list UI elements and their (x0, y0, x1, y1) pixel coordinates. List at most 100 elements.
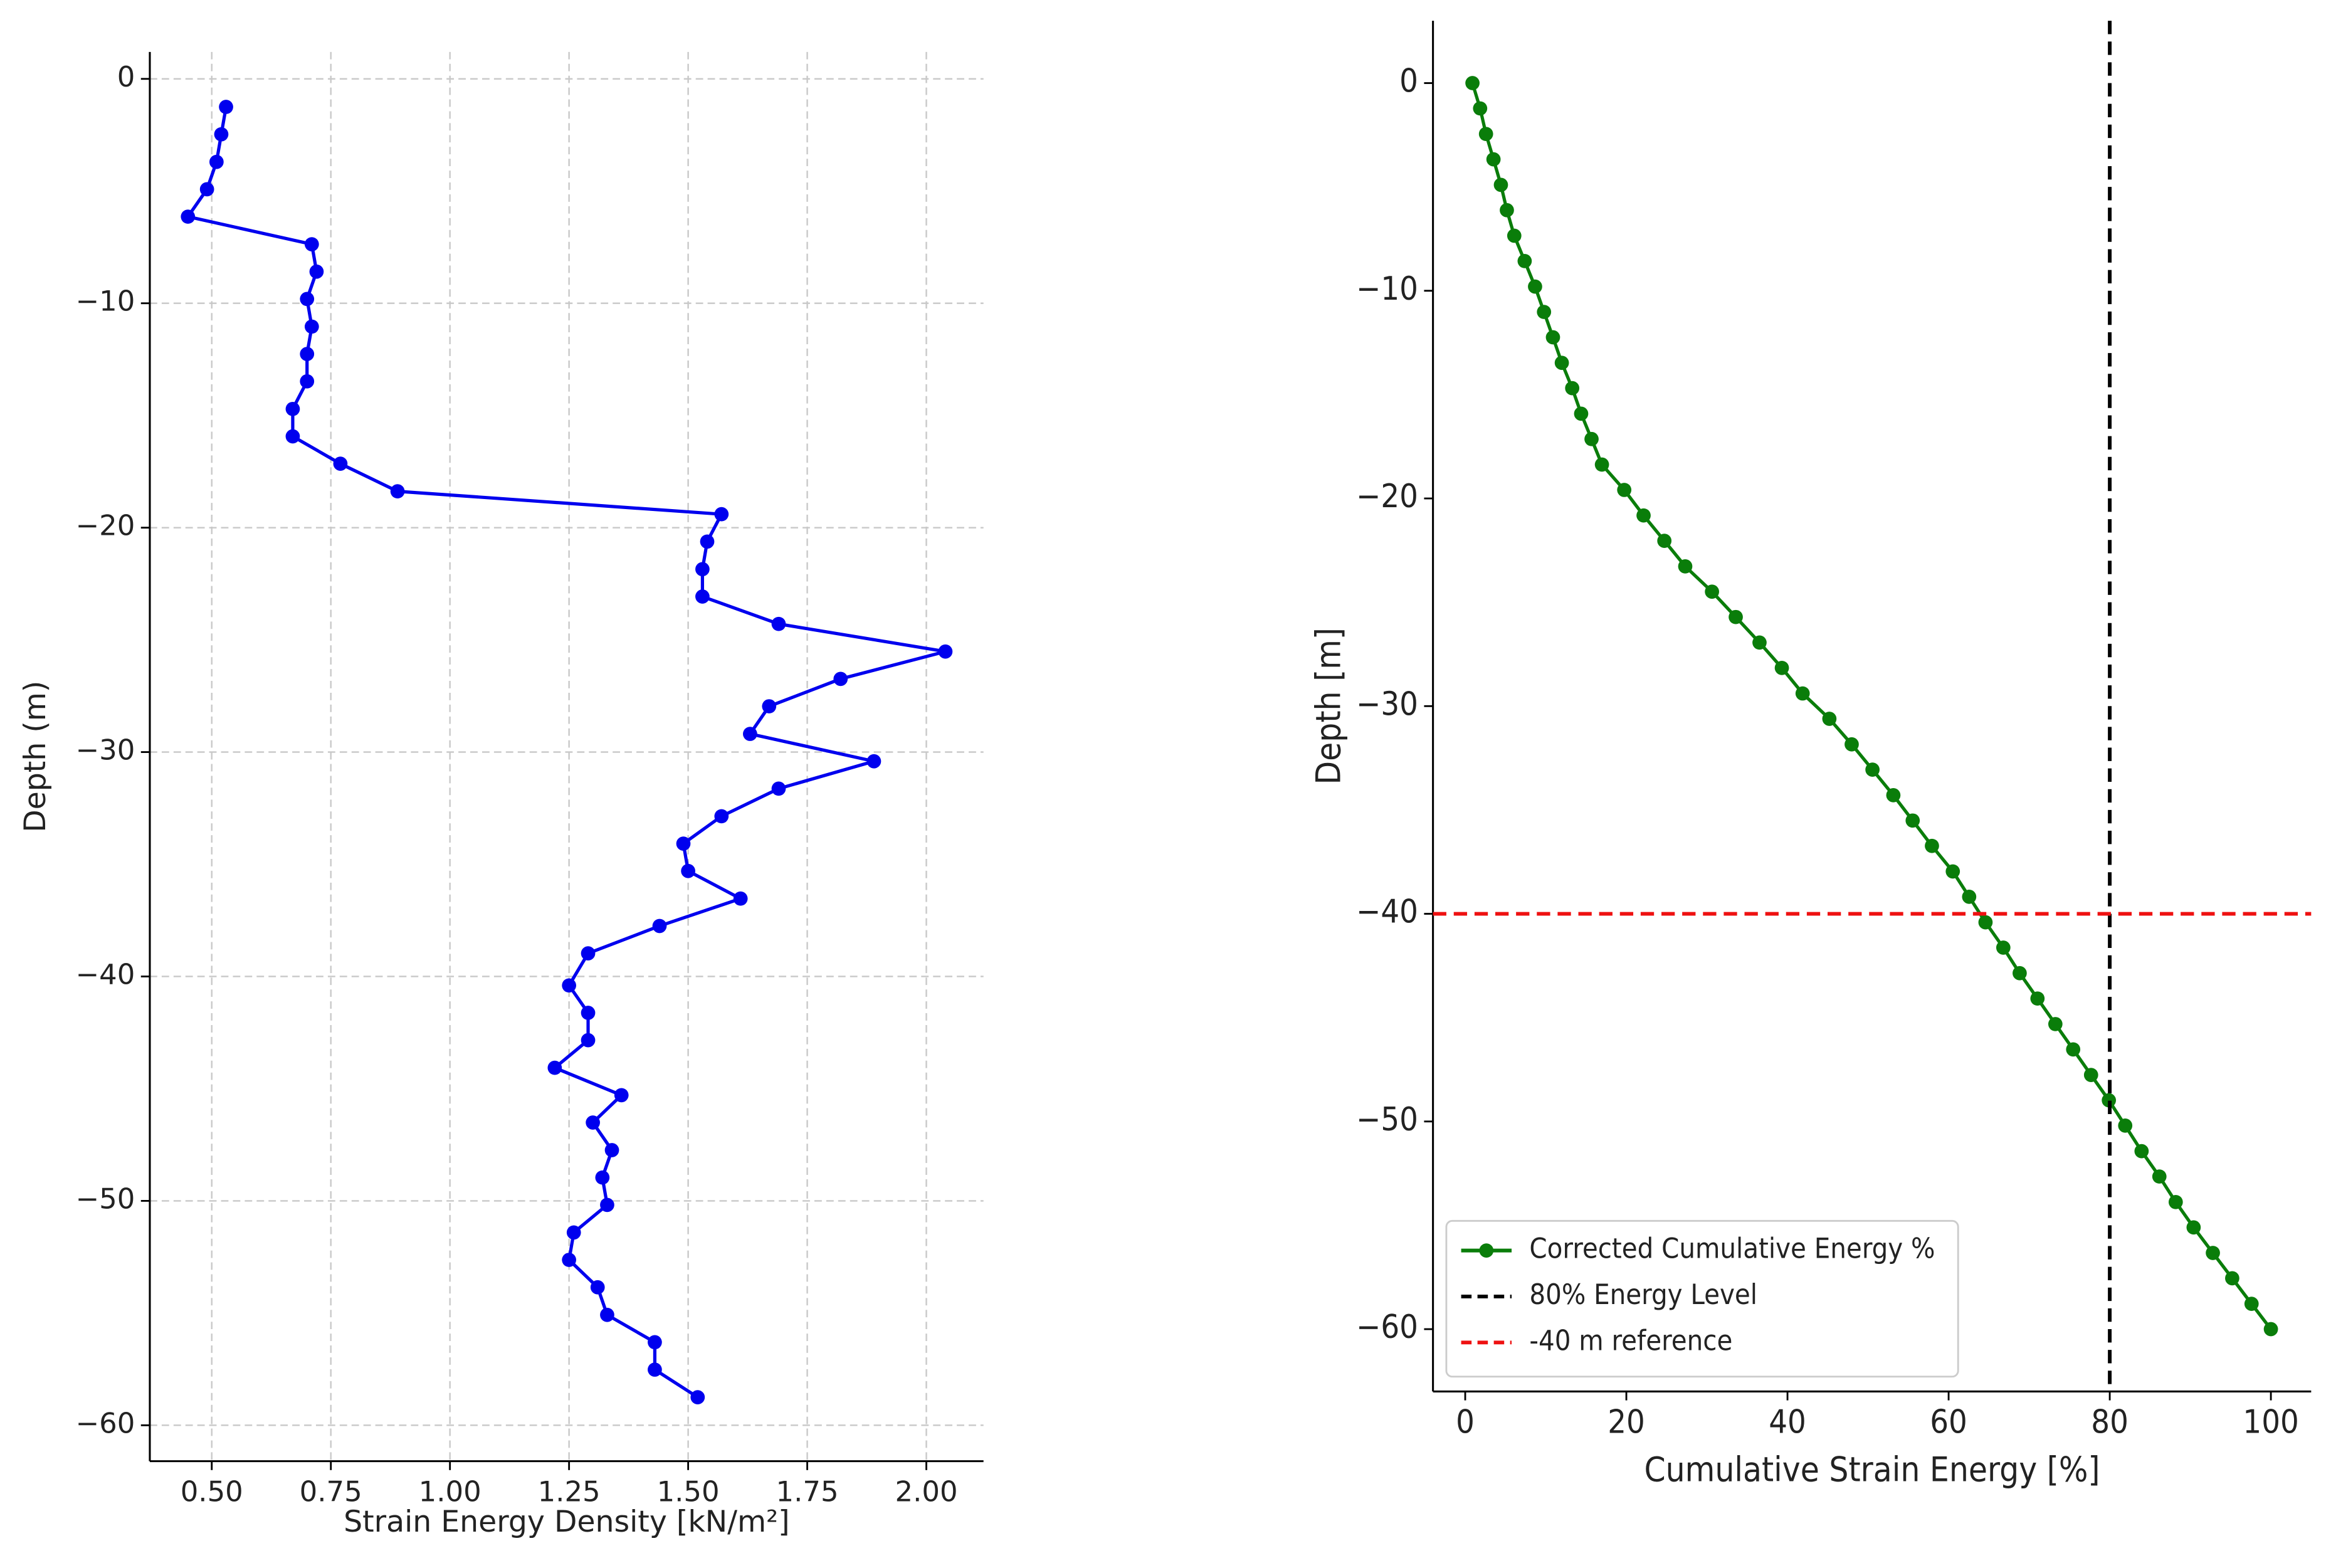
y-tick-label: 0 (1399, 63, 1418, 100)
data-point (733, 891, 748, 906)
data-point (1537, 305, 1552, 319)
data-point (1500, 203, 1514, 218)
data-point (2186, 1220, 2201, 1235)
legend-label: Corrected Cumulative Energy % (1529, 1232, 1935, 1265)
data-point (2206, 1246, 2220, 1260)
x-tick-label: 0.75 (300, 1475, 362, 1508)
legend-marker (1479, 1243, 1494, 1258)
data-point (1752, 635, 1767, 650)
data-point (581, 1033, 596, 1048)
data-point (1493, 177, 1508, 192)
data-point (581, 946, 596, 960)
data-point (2030, 991, 2045, 1006)
data-point (285, 401, 300, 416)
data-point (676, 836, 691, 851)
data-point (219, 100, 233, 114)
data-point (771, 616, 786, 631)
data-point (762, 699, 777, 713)
data-point (1465, 76, 1480, 90)
data-point (390, 484, 405, 499)
x-axis-label: Strain Energy Density [kN/m²] (344, 1505, 790, 1539)
data-point (1473, 101, 1488, 116)
data-point (300, 292, 315, 307)
x-tick-label: 20 (1608, 1403, 1645, 1441)
data-point (833, 671, 848, 687)
y-tick-label: −50 (75, 1182, 135, 1215)
data-point (1905, 813, 1920, 828)
data-point (1774, 660, 1789, 675)
chart: 0.50 0.75 1.00 1.25 1.50 1.75 2.00 0 −10 −20 −30 −4… (18, 51, 984, 1539)
y-tick-label: −60 (75, 1406, 135, 1439)
data-point (209, 154, 224, 169)
data-point (743, 727, 757, 741)
x-tick-label: 1.75 (776, 1475, 839, 1508)
data-point (309, 264, 324, 279)
data-point (938, 644, 953, 659)
data-point (2263, 1322, 2278, 1337)
data-point (2134, 1144, 2149, 1159)
data-point (1517, 254, 1532, 268)
data-point (1574, 406, 1589, 421)
data-point (866, 754, 881, 769)
y-axis-label: Depth (m) (18, 681, 53, 833)
data-point (300, 374, 315, 389)
data-point (714, 507, 729, 522)
data-point (771, 781, 786, 796)
data-point (581, 1006, 596, 1020)
data-point (285, 429, 300, 444)
data-point (1886, 788, 1901, 802)
x-tick-label: 100 (2243, 1403, 2298, 1441)
data-point (695, 589, 710, 604)
data-point (1565, 381, 1580, 396)
chart: 0 20 40 60 80 100 0 −10 −20 −30 −40 −50 −60 Cumulativ… (1308, 21, 2312, 1489)
data-point (1617, 483, 1632, 497)
data-point (1486, 152, 1501, 167)
legend-label: -40 m reference (1529, 1323, 1732, 1357)
y-tick-label: −40 (1356, 893, 1418, 931)
data-point (600, 1307, 614, 1322)
data-point (1594, 457, 1609, 472)
data-point (2168, 1194, 2183, 1209)
data-point (2083, 1068, 2098, 1082)
data-point (2048, 1017, 2063, 1031)
data-point (700, 534, 715, 549)
data-point (1705, 584, 1719, 599)
x-tick-label: 2.00 (895, 1475, 957, 1508)
legend-box (1445, 1219, 1959, 1378)
data-point (2225, 1271, 2239, 1286)
y-tick-label: −50 (1356, 1101, 1418, 1139)
data-point (1554, 355, 1569, 371)
data-point (2152, 1169, 2167, 1184)
data-point (333, 456, 348, 471)
data-point (1844, 737, 1859, 752)
data-point (1962, 890, 1977, 904)
data-point (1978, 915, 1993, 930)
data-point (304, 319, 319, 334)
data-point (1507, 228, 1522, 243)
data-point (214, 127, 229, 142)
data-point (304, 237, 319, 251)
data-point (595, 1170, 610, 1185)
data-point (300, 347, 315, 361)
data-point (648, 1362, 662, 1377)
y-tick-label: 0 (117, 60, 135, 93)
data-point (1678, 559, 1693, 574)
y-tick-label: −30 (1356, 685, 1418, 723)
data-point (547, 1060, 562, 1075)
data-point (1636, 508, 1651, 523)
x-tick-label: 40 (1769, 1403, 1806, 1441)
x-axis-label: Cumulative Strain Energy [%] (1644, 1449, 2100, 1489)
data-line (1471, 82, 2273, 1330)
y-tick-label: −30 (75, 734, 135, 767)
data-point (1925, 838, 1939, 853)
data-point (2066, 1042, 2081, 1057)
data-point (562, 978, 576, 993)
x-tick-label: 1.25 (538, 1475, 601, 1508)
data-point (1528, 279, 1542, 294)
data-point (695, 562, 710, 577)
data-point (1945, 864, 1960, 879)
data-point (181, 209, 196, 224)
data-point (604, 1143, 619, 1157)
data-point (648, 1335, 662, 1350)
